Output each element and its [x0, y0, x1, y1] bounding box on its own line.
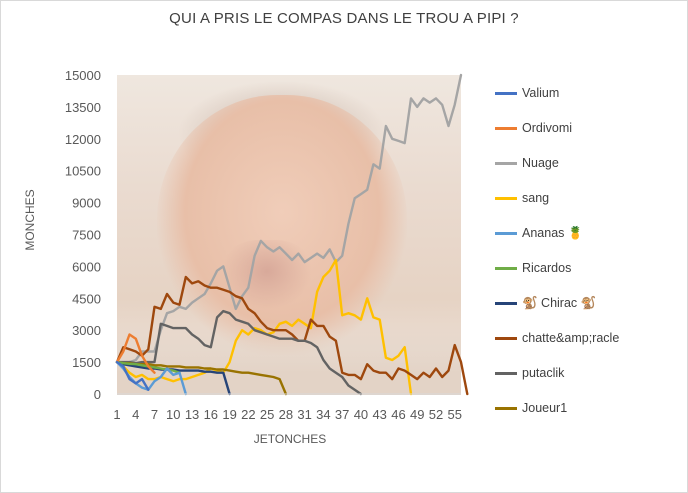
- plot-background-image: [117, 75, 461, 395]
- legend-label: Ordivomi: [522, 121, 573, 135]
- background-face-shape: [157, 95, 407, 355]
- legend-swatch: [495, 301, 517, 305]
- x-tick-label: 22: [241, 407, 255, 422]
- background-sweater-shape: [117, 325, 461, 395]
- legend-label: sang: [522, 191, 550, 205]
- y-tick-label: 4500: [72, 291, 101, 306]
- series-line-9: [115, 360, 288, 396]
- x-tick-label: 10: [166, 407, 180, 422]
- legend-item: Ricardos: [495, 258, 571, 278]
- plot-lines: [115, 73, 469, 396]
- x-tick-label: 19: [222, 407, 236, 422]
- y-tick-label: 12000: [65, 132, 101, 147]
- x-tick-label: 7: [151, 407, 158, 422]
- x-tick-label: 1: [113, 407, 120, 422]
- x-tick-label: 25: [260, 407, 274, 422]
- x-tick-label: 52: [429, 407, 443, 422]
- legend-label: Ricardos: [522, 261, 572, 275]
- background-mouth-shape: [222, 240, 312, 310]
- x-tick-label: 40: [354, 407, 368, 422]
- y-tick-label: 13500: [65, 100, 101, 115]
- legend-swatch: [495, 196, 517, 200]
- y-tick-label: 7500: [72, 228, 101, 243]
- legend-item: putaclik: [495, 363, 564, 383]
- legend-label: chatte&amp;racle: [522, 331, 620, 345]
- legend-label: 🐒 Chirac 🐒: [522, 295, 597, 310]
- x-tick-label: 55: [448, 407, 462, 422]
- legend-item: 🐒 Chirac 🐒: [495, 293, 596, 313]
- legend-label: Ananas 🍍: [522, 225, 584, 240]
- y-tick-label: 0: [94, 387, 101, 402]
- legend-item: chatte&amp;racle: [495, 328, 619, 348]
- x-tick-label: 34: [316, 407, 330, 422]
- series-line-1: [115, 333, 156, 374]
- x-axis-ticks: 1 4 7 10 13 16 19 22 25 28 31 34 37 40 43 46 49 52 55: [113, 407, 462, 422]
- legend-swatch: [495, 231, 517, 235]
- series-line-7: [115, 275, 469, 396]
- x-tick-label: 28: [279, 407, 293, 422]
- legend-swatch: [495, 406, 517, 410]
- legend-item: Ananas 🍍: [495, 223, 583, 243]
- legend-label: Nuage: [522, 156, 559, 170]
- legend-label: Joueur1: [522, 401, 568, 415]
- legend-label: putaclik: [522, 366, 565, 380]
- y-tick-label: 10500: [65, 164, 101, 179]
- legend-swatch: [495, 126, 517, 130]
- x-axis-title: JETONCHES: [253, 432, 327, 446]
- y-tick-label: 15000: [65, 68, 101, 83]
- x-tick-label: 16: [204, 407, 218, 422]
- x-tick-label: 37: [335, 407, 349, 422]
- series-line-8: [115, 309, 363, 396]
- y-tick-label: 6000: [72, 259, 101, 274]
- y-tick-label: 3000: [72, 323, 101, 338]
- x-tick-label: 4: [132, 407, 139, 422]
- x-tick-label: 49: [410, 407, 424, 422]
- x-tick-label: 31: [297, 407, 311, 422]
- x-tick-label: 43: [372, 407, 386, 422]
- legend-item: Ordivomi: [495, 118, 572, 138]
- chart-title: QUI A PRIS LE COMPAS DANS LE TROU A PIPI…: [169, 10, 519, 27]
- legend-item: sang: [495, 188, 549, 208]
- x-tick-label: 13: [185, 407, 199, 422]
- x-tick-label: 46: [391, 407, 405, 422]
- legend-label: Valium: [522, 86, 560, 100]
- y-axis-title: MONCHES: [23, 189, 37, 251]
- legend-swatch: [495, 371, 517, 375]
- legend-item: Valium: [495, 83, 559, 103]
- legend-swatch: [495, 336, 517, 340]
- legend-swatch: [495, 266, 517, 270]
- series-line-2: [115, 73, 463, 366]
- legend-swatch: [495, 161, 517, 165]
- series-line-0: [115, 360, 150, 391]
- y-tick-label: 1500: [72, 355, 101, 370]
- y-axis-ticks: 0 1500 3000 4500 6000 7500 9000 10500 12000 13500…: [65, 68, 101, 402]
- legend-swatch: [495, 91, 517, 95]
- legend-item: Joueur1: [495, 398, 567, 418]
- y-tick-label: 9000: [72, 196, 101, 211]
- legend-item: Nuage: [495, 153, 559, 173]
